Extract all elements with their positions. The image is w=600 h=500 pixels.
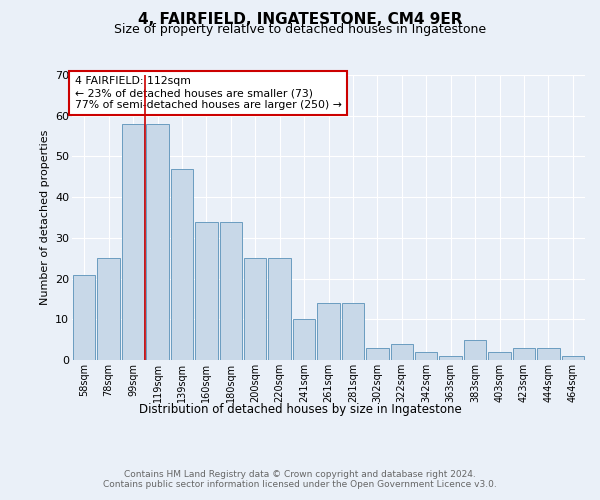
Bar (268, 258, 291, 360)
Bar (366, 348, 389, 360)
Bar (195, 222, 218, 360)
Text: Distribution of detached houses by size in Ingatestone: Distribution of detached houses by size … (139, 402, 461, 415)
Bar (146, 124, 169, 360)
Bar (439, 356, 462, 360)
Y-axis label: Number of detached properties: Number of detached properties (40, 130, 50, 305)
Bar (122, 124, 145, 360)
Text: 4, FAIRFIELD, INGATESTONE, CM4 9ER: 4, FAIRFIELD, INGATESTONE, CM4 9ER (138, 12, 462, 28)
Bar (293, 320, 316, 360)
Text: Contains HM Land Registry data © Crown copyright and database right 2024.
Contai: Contains HM Land Registry data © Crown c… (103, 470, 497, 490)
Bar (317, 303, 340, 360)
Bar (97, 258, 120, 360)
Bar (244, 258, 266, 360)
Bar (415, 352, 437, 360)
Text: 4 FAIRFIELD: 112sqm
← 23% of detached houses are smaller (73)
77% of semi-detach: 4 FAIRFIELD: 112sqm ← 23% of detached ho… (74, 76, 341, 110)
Bar (220, 222, 242, 360)
Bar (170, 168, 193, 360)
Bar (512, 348, 535, 360)
Text: Size of property relative to detached houses in Ingatestone: Size of property relative to detached ho… (114, 22, 486, 36)
Bar (73, 274, 95, 360)
Bar (341, 303, 364, 360)
Bar (488, 352, 511, 360)
Bar (562, 356, 584, 360)
Bar (391, 344, 413, 360)
Bar (537, 348, 560, 360)
Bar (464, 340, 487, 360)
